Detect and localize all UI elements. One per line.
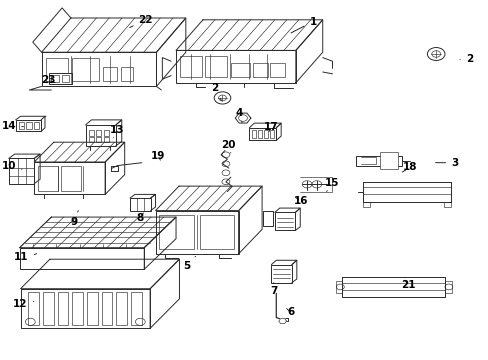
Bar [103,130,108,136]
Text: 20: 20 [221,140,236,153]
Text: 23: 23 [41,75,55,85]
Text: 5: 5 [183,256,195,271]
Bar [89,137,94,142]
Text: 4: 4 [235,108,243,122]
Bar [96,137,101,142]
Bar [444,281,451,293]
Bar [121,67,133,81]
Bar [61,166,81,191]
Bar [34,122,39,129]
Text: 6: 6 [286,307,294,318]
Bar [102,292,112,325]
Bar [116,292,127,325]
Bar [362,202,369,207]
Bar [46,58,68,81]
Bar [34,162,105,194]
Text: 10: 10 [1,161,22,171]
Text: 8: 8 [137,213,143,223]
Text: 9: 9 [71,211,78,228]
Bar [278,318,287,321]
Bar [355,156,402,166]
Bar [380,152,397,169]
Bar [199,215,233,249]
Text: 7: 7 [269,283,277,296]
Bar [271,265,291,283]
Bar [443,202,450,207]
Bar [258,130,262,138]
Bar [58,292,68,325]
Text: 12: 12 [13,299,34,309]
Text: 2: 2 [211,83,221,101]
Text: 11: 11 [14,252,37,262]
Bar [103,137,108,142]
Text: 15: 15 [325,178,339,192]
Text: 14: 14 [1,121,23,131]
Bar [155,211,238,254]
Text: 13: 13 [110,125,124,138]
Bar [131,292,142,325]
Bar [85,125,116,146]
Bar [230,63,250,77]
Bar [249,128,276,140]
Bar [61,75,69,82]
Polygon shape [278,319,286,324]
Text: 1: 1 [290,17,316,33]
Text: 2: 2 [459,54,472,64]
Bar [38,166,58,191]
Bar [102,67,117,81]
Bar [269,130,273,138]
Bar [43,292,54,325]
Text: 3: 3 [435,158,457,168]
Bar [205,56,227,77]
Bar [264,130,267,138]
Bar [20,289,150,328]
Bar [87,292,98,325]
Text: 17: 17 [264,122,278,132]
Bar [41,52,156,86]
Bar [28,292,39,325]
Bar [176,50,295,83]
Bar [253,63,267,77]
Text: 22: 22 [129,15,153,28]
Bar [269,63,284,77]
Bar [16,120,41,131]
Bar [89,130,94,136]
Text: 19: 19 [151,150,165,161]
Bar [274,212,295,230]
Bar [159,215,193,249]
Bar [20,248,144,269]
Bar [130,198,150,211]
Bar [26,122,32,129]
Bar [96,130,101,136]
Bar [19,122,24,129]
Bar [336,281,342,293]
Bar [72,58,99,81]
Polygon shape [235,113,250,123]
Text: 21: 21 [400,280,415,290]
Bar [72,292,83,325]
Bar [9,158,34,184]
Text: 18: 18 [402,162,416,172]
Bar [263,211,272,226]
Bar [252,130,256,138]
Bar [111,166,118,171]
Bar [51,75,59,82]
Bar [49,73,72,84]
Bar [180,56,202,77]
Text: 16: 16 [293,196,307,206]
